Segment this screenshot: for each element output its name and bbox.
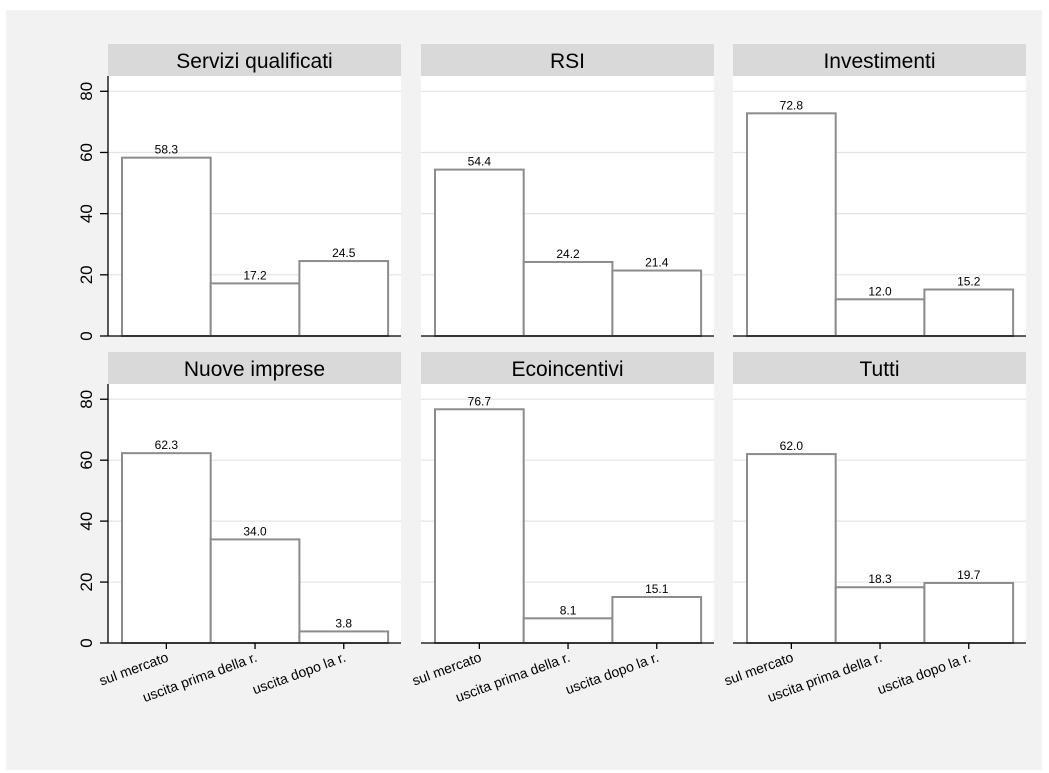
panel-5-title-strip [421,352,714,384]
bar-1 [746,112,837,338]
bar-value-label: 8.1 [560,603,577,617]
bar-2 [209,538,301,645]
bar-3 [923,581,1015,645]
bar-1 [746,453,837,645]
panel-3: Investimenti 72.8 12.0 15.2 [733,44,1026,338]
bar-1 [434,168,525,337]
bar-value-label: 58.3 [155,143,179,157]
panel-title: Servizi qualificati [176,50,332,73]
bar-3 [611,269,703,337]
bar-1 [121,452,212,645]
bar-3 [298,260,390,338]
bar-3 [923,288,1015,338]
bar-value-label: 18.3 [868,572,892,586]
bar-value-label: 15.2 [957,275,981,289]
y-tick-label: 20 [77,265,96,284]
bar-2 [834,586,926,645]
bar-2 [209,282,301,338]
y-tick-label: 0 [77,331,96,340]
bar-value-label: 72.8 [780,98,804,112]
panel-6-title-strip [733,352,1026,384]
bar-value-label: 21.4 [645,256,669,270]
panel-title: Investimenti [823,50,935,73]
panel-title: Ecoincentivi [511,358,623,381]
panel-title: RSI [550,50,585,73]
panel-1-title-strip [108,44,401,76]
panel-2: RSI 54.4 24.2 21.4 [421,44,714,337]
bar-value-label: 15.1 [645,582,669,596]
chart-panels: Servizi qualificati 58.3 17.2 24.5 0 20 40 60 80… [77,44,1026,705]
y-tick-label: 80 [77,390,96,409]
y-tick-label: 0 [77,638,96,647]
panel-4-title-strip [108,352,401,384]
bar-2 [522,260,614,337]
bar-value-label: 3.8 [335,616,352,630]
bar-value-label: 24.5 [332,246,356,260]
y-tick-label: 40 [77,512,96,531]
bar-value-label: 19.7 [957,568,981,582]
bar-1 [121,156,212,337]
panel-3-title-strip [733,44,1026,76]
panel-title: Tutti [859,358,899,381]
panel-1: Servizi qualificati 58.3 17.2 24.5 0 20 40 60 80 [77,44,401,341]
bar-value-label: 12.0 [868,284,892,298]
y-tick-label: 20 [77,573,96,592]
bar-value-label: 34.0 [243,524,267,538]
bar-value-label: 17.2 [243,268,267,282]
panel-title: Nuove imprese [184,358,325,381]
bar-1 [434,408,525,644]
y-tick-label: 40 [77,204,96,223]
bar-value-label: 62.0 [780,439,804,453]
bar-value-label: 24.2 [556,247,580,261]
bar-2 [522,617,614,645]
bar-value-label: 54.4 [468,155,492,169]
bar-value-label: 62.3 [155,438,179,452]
bar-value-label: 76.7 [468,394,492,408]
bar-3 [611,595,703,645]
panel-2-title-strip [421,44,714,76]
y-tick-label: 60 [77,143,96,162]
bar-2 [834,298,926,338]
y-tick-label: 60 [77,451,96,470]
y-tick-label: 80 [77,82,96,101]
bar-3 [298,630,390,645]
